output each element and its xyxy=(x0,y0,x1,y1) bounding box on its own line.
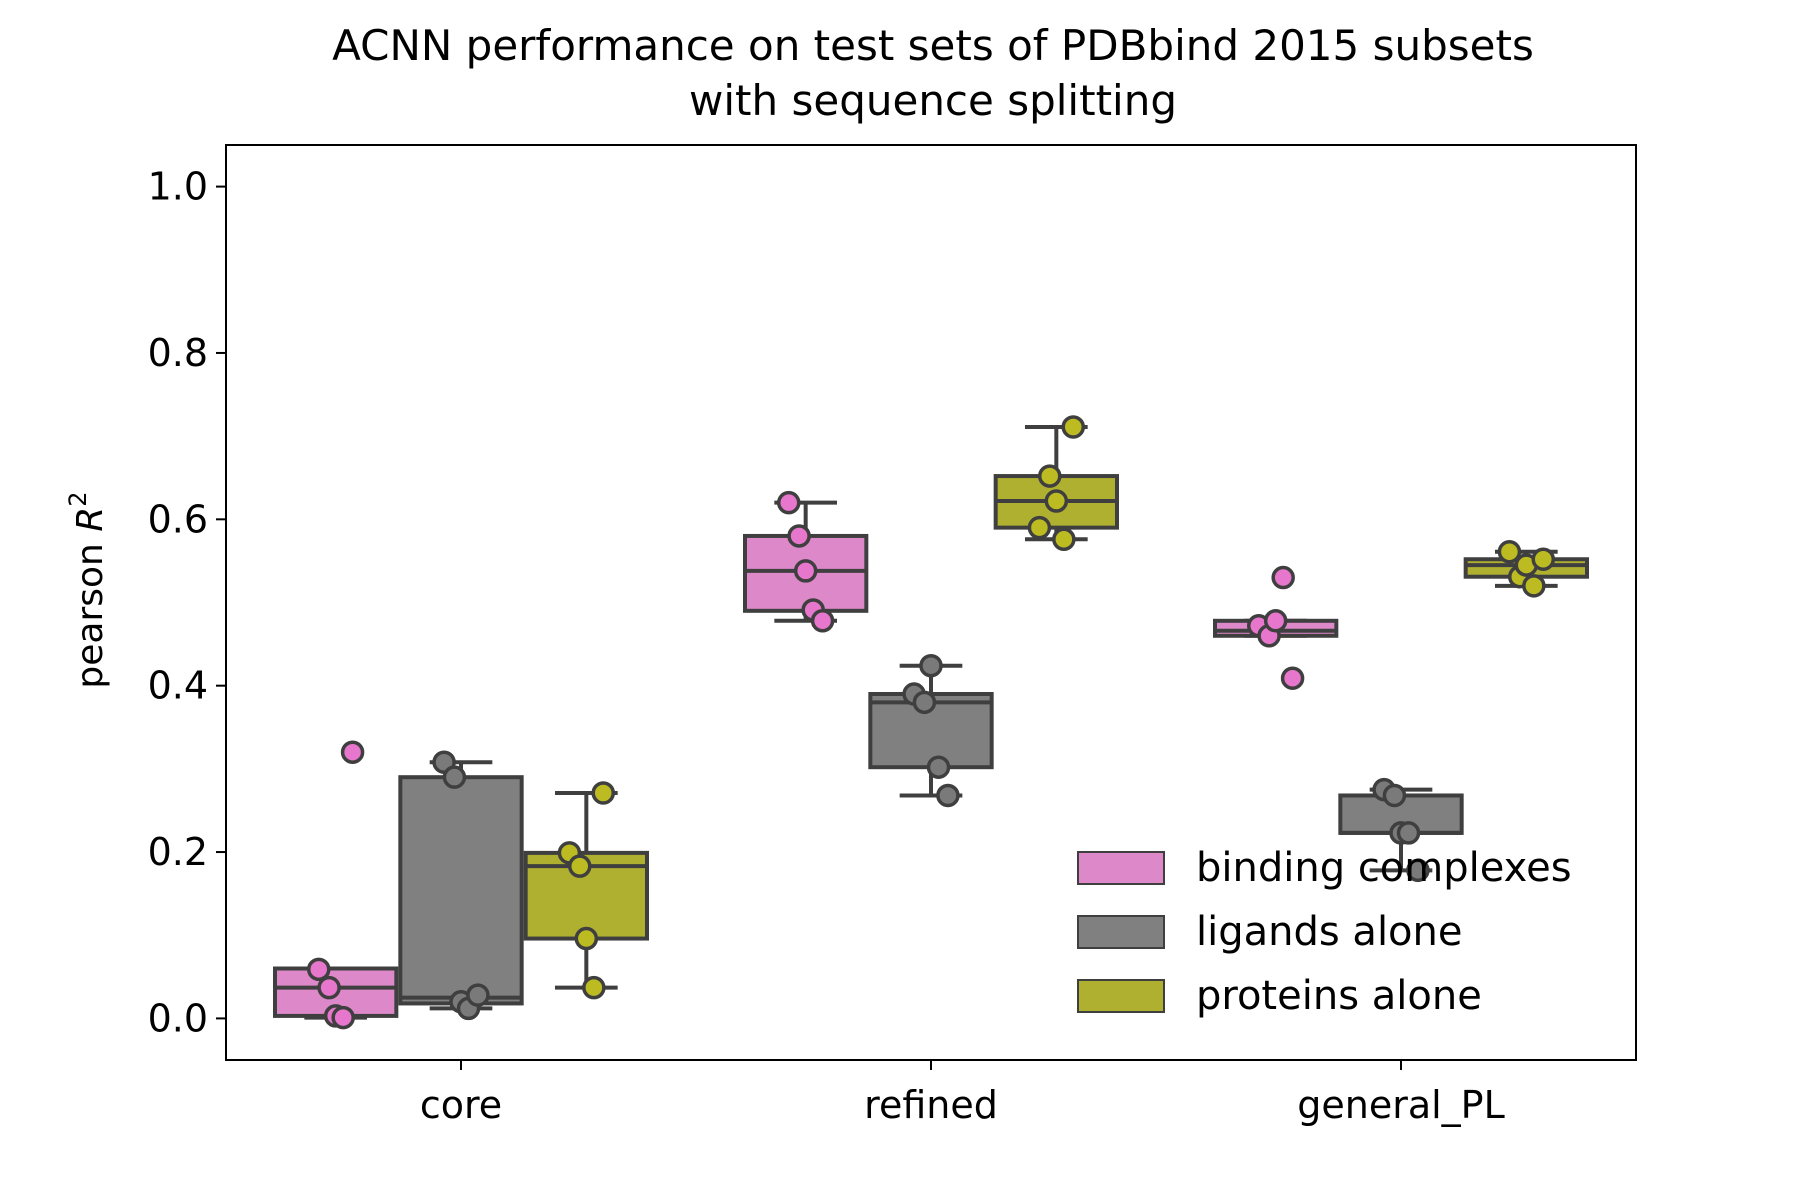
legend-label: ligands alone xyxy=(1196,909,1462,955)
y-axis-label-var: R xyxy=(70,507,111,532)
box-1-1 xyxy=(868,663,994,798)
legend: binding complexes ligands alone proteins a… xyxy=(1077,845,1572,1019)
data-point xyxy=(442,765,467,789)
y-tick-label: 0.8 xyxy=(148,331,208,375)
x-tick-label: general_PL xyxy=(1297,1083,1505,1127)
data-point xyxy=(1382,783,1407,808)
y-tick-label: 0.6 xyxy=(148,497,208,541)
data-point xyxy=(1044,489,1069,513)
data-point xyxy=(776,490,801,515)
data-point xyxy=(793,559,818,583)
data-point xyxy=(1522,574,1546,598)
data-point xyxy=(1406,858,1430,883)
legend-swatch xyxy=(1077,915,1165,949)
y-axis-label: pearson R2 xyxy=(64,491,111,688)
data-point xyxy=(810,609,835,633)
data-point xyxy=(306,957,331,982)
chart-subtitle: with sequence splitting xyxy=(689,76,1177,125)
y-tick-label: 1.0 xyxy=(148,165,208,209)
data-point xyxy=(919,653,943,678)
data-point xyxy=(1027,515,1052,540)
y-tick-label: 0.0 xyxy=(148,996,208,1040)
x-tick-label: refined xyxy=(864,1083,998,1127)
data-points xyxy=(306,415,1556,1030)
data-point xyxy=(466,983,490,1007)
legend-label: proteins alone xyxy=(1196,973,1482,1019)
y-axis-label-prefix: pearson xyxy=(70,532,111,689)
legend-label: binding complexes xyxy=(1196,845,1572,891)
data-point xyxy=(331,1005,355,1030)
data-point xyxy=(1061,415,1086,439)
data-point xyxy=(340,740,365,764)
data-point xyxy=(1280,666,1305,690)
data-point xyxy=(574,926,599,951)
data-point xyxy=(1038,464,1062,488)
chart-title: ACNN performance on test sets of PDBbind… xyxy=(332,21,1534,70)
y-tick-label: 0.4 xyxy=(148,664,208,708)
y-axis: 0.0 0.2 0.4 0.6 0.8 1.0 xyxy=(148,165,226,1040)
legend-swatch xyxy=(1077,979,1165,1013)
data-point xyxy=(582,975,606,1000)
data-point xyxy=(568,854,592,878)
x-axis: core refined general_PL xyxy=(420,1060,1505,1127)
data-point xyxy=(1497,540,1522,564)
box-body xyxy=(398,775,524,1006)
data-point xyxy=(912,690,937,715)
data-point xyxy=(1531,547,1556,571)
data-point xyxy=(1271,565,1295,590)
data-point xyxy=(787,524,811,548)
plot-frame xyxy=(225,144,1637,1061)
box-2-0 xyxy=(523,790,650,990)
data-point xyxy=(926,755,951,779)
data-point xyxy=(1052,527,1076,552)
data-point xyxy=(1396,821,1421,845)
data-point xyxy=(317,975,341,1000)
data-point xyxy=(936,783,960,808)
box-1-0 xyxy=(398,760,524,1011)
data-point xyxy=(591,781,616,805)
legend-swatch xyxy=(1077,851,1165,885)
x-tick-label: core xyxy=(420,1083,502,1127)
data-point xyxy=(1263,609,1288,633)
y-tick-label: 0.2 xyxy=(148,830,208,874)
y-axis-label-sup: 2 xyxy=(64,491,92,506)
